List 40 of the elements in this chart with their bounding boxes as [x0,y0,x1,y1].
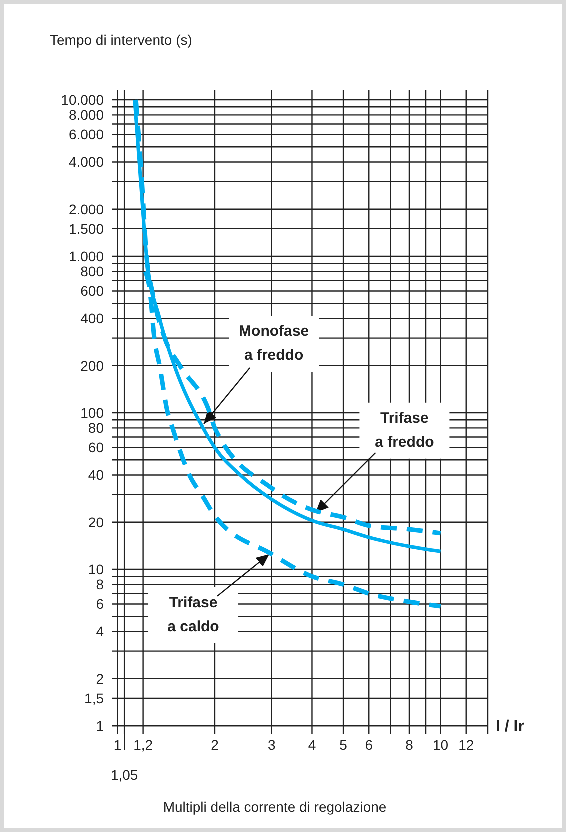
x-tick-label: 8 [406,737,414,753]
y-tick-label: 2.000 [68,201,104,218]
y-tick-label: 60 [88,440,104,456]
y-tick-label: 1,5 [84,690,104,706]
y-tick-label: 8.000 [68,107,104,124]
text: 1,05 [110,767,138,783]
y-tick-label: 80 [88,420,104,436]
y-tick-label: 400 [80,310,104,327]
x-tick-label: 1,2 [134,737,154,753]
y-tick-label: 10 [88,561,104,578]
y-tick-label: 20 [88,514,104,530]
annotation: Trifase a caldo [168,594,220,636]
y-tick-label: 4.000 [68,154,104,170]
y-tick-label: 1.000 [68,248,104,264]
annotation: Monofase a freddo [239,323,310,364]
x-tick-label: 10 [433,737,449,753]
y-tick-label: 40 [88,467,104,484]
y-tick-label: 4 [96,624,104,640]
y-axis-title: Tempo di intervento (s) [50,32,192,48]
y-tick-label: 200 [80,358,104,374]
y-tick-label: 10.000 [61,92,104,108]
x-tick-label: 4 [308,737,316,753]
x-tick-label: 3 [268,737,276,753]
y-tick-label: 800 [80,264,104,280]
text: Multipli della corrente di regolazione [163,799,387,815]
y-tick-label: 600 [80,283,104,300]
x-axis-title: I / Ir [496,718,524,736]
x-tick-label: 2 [211,737,220,753]
y-tick-label: 2 [96,670,104,687]
y-tick-label: 1 [96,718,104,734]
y-tick-label: 6 [96,596,104,612]
x-tick-label: 12 [458,737,474,753]
y-tick-label: 1.500 [68,220,104,237]
y-tick-label: 6.000 [68,126,104,143]
x-tick-label: 1 [114,737,122,753]
x-tick-label: 6 [365,737,374,753]
x-tick-label: 5 [340,737,348,753]
y-tick-label: 100 [80,404,104,421]
y-tick-label: 8 [96,576,104,593]
annotation: Trifase a freddo [375,410,434,451]
